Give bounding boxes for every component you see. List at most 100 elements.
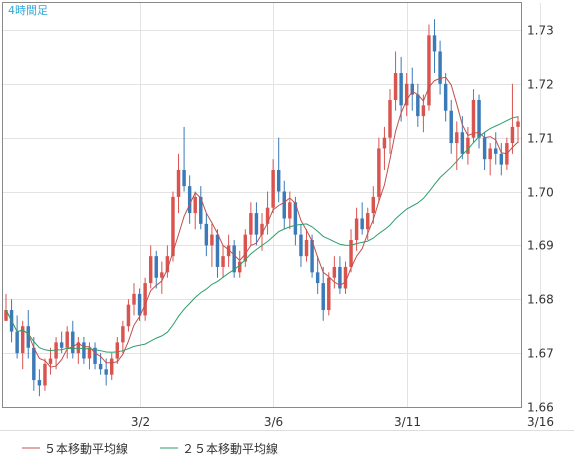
candle-body — [382, 137, 387, 149]
legend: ５本移動平均線 ２５本移動平均線 — [22, 441, 278, 456]
candle-body — [37, 380, 42, 386]
candle-body — [299, 234, 303, 257]
candle-body — [427, 35, 431, 106]
candle-body — [193, 196, 197, 214]
candle-body — [271, 169, 275, 208]
candles — [4, 19, 520, 397]
x-tick-label: 3/2 — [131, 415, 150, 429]
candle-body — [249, 213, 253, 235]
candle-body — [460, 132, 465, 154]
candle-body — [321, 283, 325, 311]
x-tick-label: 3/16 — [527, 415, 554, 429]
candle-body — [432, 35, 437, 52]
candle-body — [416, 94, 420, 117]
timeframe-label: 4時間足 — [8, 4, 48, 17]
candle-body — [260, 223, 264, 235]
plot-frame — [2, 2, 522, 408]
y-tick-label: 1.66 — [527, 401, 554, 415]
candle-body — [288, 202, 292, 219]
candle-body — [121, 326, 125, 343]
candle-body — [232, 245, 236, 273]
candle-body — [338, 266, 342, 289]
candle-body — [243, 234, 248, 262]
candle-body — [65, 331, 69, 348]
candle-body — [104, 369, 108, 375]
candle-body — [494, 148, 498, 154]
candle-body — [43, 363, 47, 386]
x-tick-label: 3/11 — [394, 415, 421, 429]
candle-body — [399, 73, 403, 106]
candle-body — [54, 342, 58, 359]
candle-body — [377, 148, 381, 197]
candle-body — [110, 358, 114, 375]
candle-body — [282, 191, 286, 219]
candle-body — [143, 283, 147, 316]
candle-body — [455, 132, 459, 144]
candle-body — [59, 342, 64, 348]
candle-body — [438, 51, 442, 84]
legend-ma25-label: ２５本移動平均線 — [182, 441, 278, 456]
candle-body — [71, 331, 75, 354]
candle-body — [199, 196, 203, 224]
y-tick-label: 1.69 — [527, 239, 554, 253]
candle-body — [488, 148, 492, 160]
candle-body — [276, 169, 281, 192]
y-tick-label: 1.68 — [527, 293, 554, 307]
y-tick-label: 1.71 — [527, 132, 554, 146]
candle-body — [471, 99, 476, 138]
y-tick-label: 1.70 — [527, 186, 554, 200]
candle-body — [315, 272, 320, 284]
y-tick-label: 1.73 — [527, 24, 554, 38]
candle-body — [171, 196, 175, 257]
candle-body — [93, 347, 97, 364]
candle-body — [187, 186, 192, 214]
candle-body — [221, 256, 225, 267]
candle-body — [32, 347, 36, 381]
candle-body — [15, 331, 19, 354]
candle-body — [160, 272, 164, 278]
candle-body — [132, 293, 136, 305]
y-tick-label: 1.67 — [527, 347, 554, 361]
candle-body — [310, 240, 314, 273]
candle-body — [238, 261, 242, 273]
candle-body — [182, 169, 186, 187]
candle-body — [410, 83, 414, 95]
candle-body — [449, 110, 453, 144]
candle-body — [349, 240, 353, 267]
candle-body — [176, 169, 181, 197]
candle-body — [4, 310, 8, 321]
candle-body — [304, 240, 309, 257]
candle-body — [148, 256, 153, 284]
candle-body — [137, 293, 142, 316]
candle-body — [48, 358, 53, 364]
candle-body — [466, 137, 470, 154]
candle-body — [254, 213, 259, 235]
candle-body — [404, 83, 409, 106]
candle-body — [516, 121, 520, 127]
candle-body — [265, 207, 270, 224]
candle-body — [20, 326, 25, 354]
candle-body — [126, 304, 131, 327]
x-axis-ticks: 3/2 3/6 3/11 3/16 — [131, 415, 554, 429]
y-tick-label: 1.72 — [527, 78, 554, 92]
candle-body — [210, 234, 214, 246]
candle-body — [477, 99, 481, 138]
candle-body — [215, 234, 220, 267]
candle-body — [204, 223, 209, 246]
legend-ma5-label: ５本移動平均線 — [44, 441, 128, 456]
candle-body — [388, 99, 392, 138]
candle-body — [482, 137, 487, 160]
candle-body — [26, 326, 30, 348]
candle-body — [154, 256, 158, 278]
x-tick-label: 3/6 — [264, 415, 283, 429]
candle-body — [332, 266, 337, 278]
candle-body — [443, 83, 448, 111]
candle-body — [371, 196, 376, 214]
candle-body — [226, 245, 231, 257]
candle-body — [87, 347, 92, 359]
candle-body — [98, 363, 103, 370]
y-axis-ticks: 1.66 1.67 1.68 1.69 1.70 1.71 1.72 1.73 — [527, 24, 554, 415]
candle-body — [360, 218, 364, 230]
